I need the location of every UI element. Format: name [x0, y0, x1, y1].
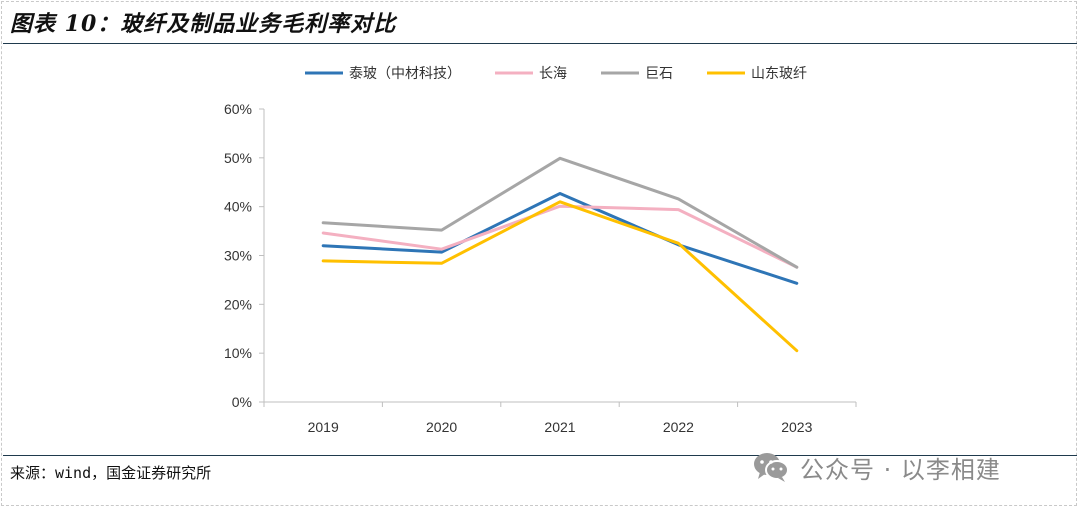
- x-tick-label: 2020: [426, 419, 457, 435]
- legend-label: 巨石: [645, 66, 673, 82]
- wechat-icon: [754, 453, 789, 482]
- y-tick-label: 20%: [224, 296, 252, 312]
- chart-series: [321, 156, 799, 353]
- chart-axes: 0% 10% 20% 30% 40% 50% 60% 2019 2020 2021 2022 2023: [224, 101, 857, 435]
- figure-title: 图表 10：玻纤及制品业务毛利率对比: [10, 11, 397, 37]
- y-tick-label: 60%: [224, 101, 252, 117]
- y-tick-label: 40%: [224, 199, 252, 215]
- line-chart: 泰玻（中材科技） 长海 巨石 山东玻纤 0% 10% 20% 30% 40% 50% 60% 201…: [224, 66, 857, 435]
- source-rule: [3, 455, 1077, 456]
- legend-label: 山东玻纤: [751, 66, 807, 82]
- y-tick-label: 10%: [224, 345, 252, 361]
- y-tick-label: 50%: [224, 150, 252, 166]
- legend-label: 长海: [539, 66, 567, 82]
- series-line: [321, 192, 799, 285]
- y-tick-label: 30%: [224, 248, 252, 264]
- title-bar: 图表 10：玻纤及制品业务毛利率对比: [0, 0, 1080, 44]
- legend-label: 泰玻（中材科技）: [349, 66, 461, 82]
- y-tick-label: 0%: [232, 394, 252, 410]
- series-line: [321, 156, 799, 269]
- watermark-text: 公众号 · 以李相建: [800, 455, 1001, 484]
- chart-legend: 泰玻（中材科技） 长海 巨石 山东玻纤: [305, 66, 807, 82]
- series-line: [321, 204, 799, 269]
- series-line: [321, 200, 799, 353]
- x-tick-label: 2019: [308, 419, 339, 435]
- watermark: 公众号 · 以李相建: [752, 447, 1001, 487]
- x-tick-label: 2021: [544, 419, 575, 435]
- title-rule: [3, 43, 1077, 44]
- source-note: 来源：wind，国金证券研究所: [10, 464, 212, 482]
- x-tick-label: 2022: [663, 419, 694, 435]
- x-tick-label: 2023: [781, 419, 812, 435]
